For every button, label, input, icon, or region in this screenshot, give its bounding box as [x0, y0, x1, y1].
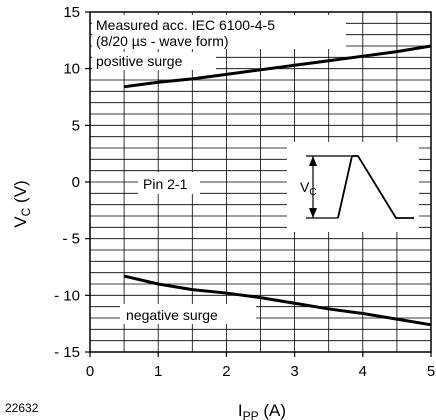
measured-box: [92, 15, 346, 49]
pin-label: Pin 2-1: [143, 176, 188, 192]
figure-id: 22632: [5, 401, 39, 415]
x-tick-label: 5: [427, 363, 435, 380]
x-tick-label: 1: [154, 363, 162, 380]
y-tick-label: 10: [63, 61, 80, 78]
y-axis-title: VC (V): [11, 180, 33, 227]
inset-arrow-up: [309, 156, 317, 166]
x-tick-label: 3: [290, 363, 298, 380]
y-tick-label: 0: [72, 174, 80, 191]
negative-surge-line: [123, 274, 432, 327]
y-tick-label: 15: [63, 4, 80, 21]
y-tick-label: - 5: [62, 231, 80, 248]
y-tick-label: - 10: [54, 287, 80, 304]
pin-label-box: [138, 172, 200, 194]
negative-surge-label: negative surge: [126, 307, 218, 323]
positive-label-box: [92, 52, 216, 70]
negative-label-box: [120, 304, 256, 324]
inset-vc-label: VC: [300, 179, 317, 198]
y-tick-label: - 15: [54, 344, 80, 361]
inset-waveform: [337, 155, 414, 219]
positive-surge-label: positive surge: [96, 53, 183, 69]
axis-ticks: - 15 - 10 - 5 0 5 10 15 0 1 2 3 4 5: [54, 4, 435, 380]
measured-line-1: Measured acc. IEC 6100-4-5: [96, 17, 275, 33]
chart-series: [123, 44, 432, 327]
measured-line-2: (8/20 µs - wave form): [96, 33, 229, 49]
inset-arrow-down: [309, 208, 317, 218]
x-tick-label: 4: [359, 363, 367, 380]
x-tick-label: 0: [86, 363, 94, 380]
y-tick-label: 5: [72, 117, 80, 134]
x-axis-title: IPP (A): [238, 401, 286, 420]
surge-waveform-inset: VC: [287, 142, 419, 232]
positive-surge-line: [123, 44, 432, 89]
x-tick-label: 2: [222, 363, 230, 380]
inset-background: [287, 142, 419, 232]
